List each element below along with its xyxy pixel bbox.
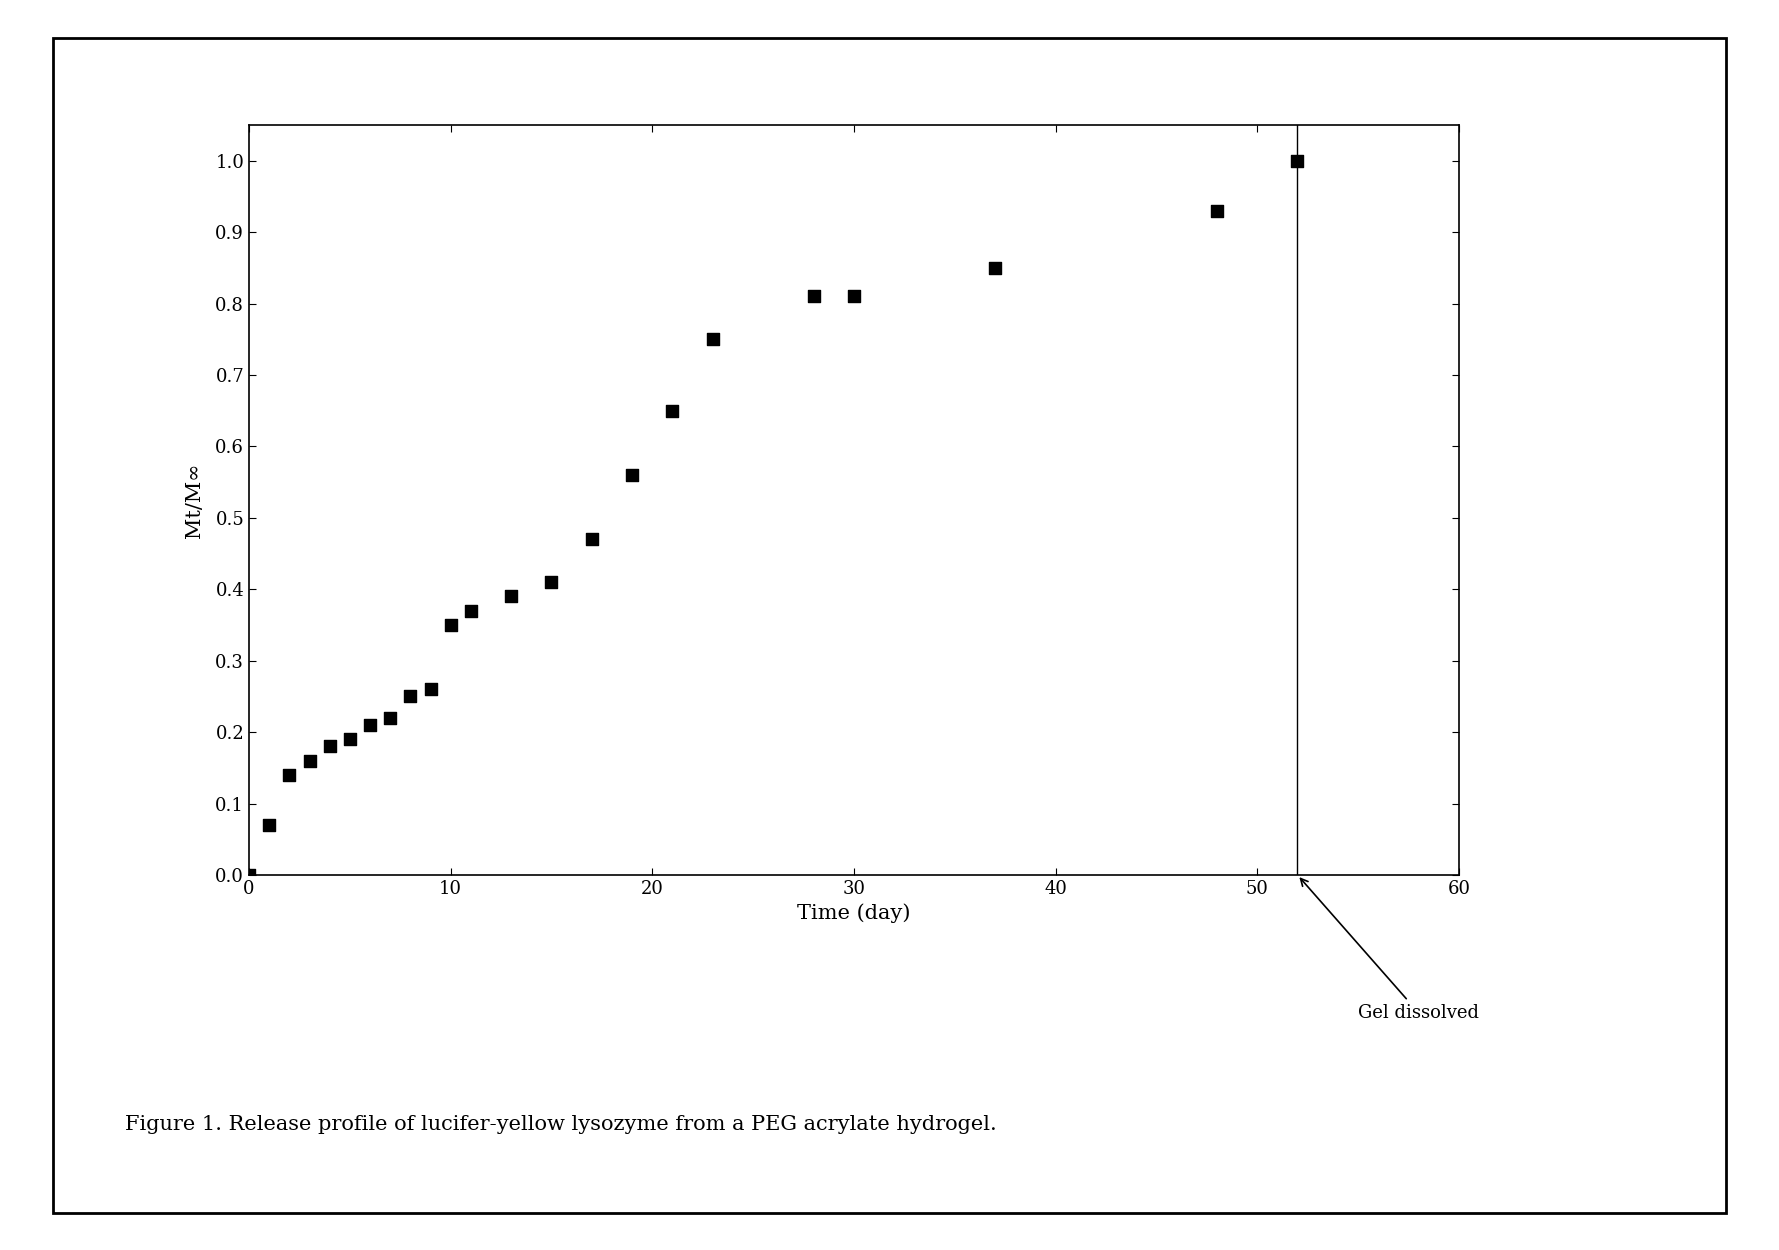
Point xyxy=(617,465,646,485)
Point xyxy=(356,715,384,735)
Point xyxy=(436,615,464,635)
Point xyxy=(336,729,365,749)
Point xyxy=(658,401,687,421)
Point xyxy=(1283,151,1311,171)
Point xyxy=(397,686,425,706)
Point xyxy=(578,529,607,549)
X-axis label: Time (day): Time (day) xyxy=(797,904,911,922)
Point xyxy=(254,815,283,835)
Point xyxy=(496,586,525,606)
Point xyxy=(235,865,263,885)
Y-axis label: Mt/M∞: Mt/M∞ xyxy=(185,462,205,538)
Text: Gel dissolved: Gel dissolved xyxy=(1300,879,1478,1021)
Point xyxy=(416,679,445,699)
Point xyxy=(980,258,1009,278)
Point xyxy=(699,329,728,349)
Point xyxy=(295,751,324,771)
Point xyxy=(375,707,404,727)
Point xyxy=(276,765,304,785)
Text: Figure 1. Release profile of lucifer-yellow lysozyme from a PEG acrylate hydroge: Figure 1. Release profile of lucifer-yel… xyxy=(125,1115,996,1135)
Point xyxy=(840,286,868,306)
Point xyxy=(537,572,566,592)
Point xyxy=(799,286,827,306)
Point xyxy=(1203,201,1231,221)
Point xyxy=(457,601,486,621)
Point xyxy=(315,736,343,756)
